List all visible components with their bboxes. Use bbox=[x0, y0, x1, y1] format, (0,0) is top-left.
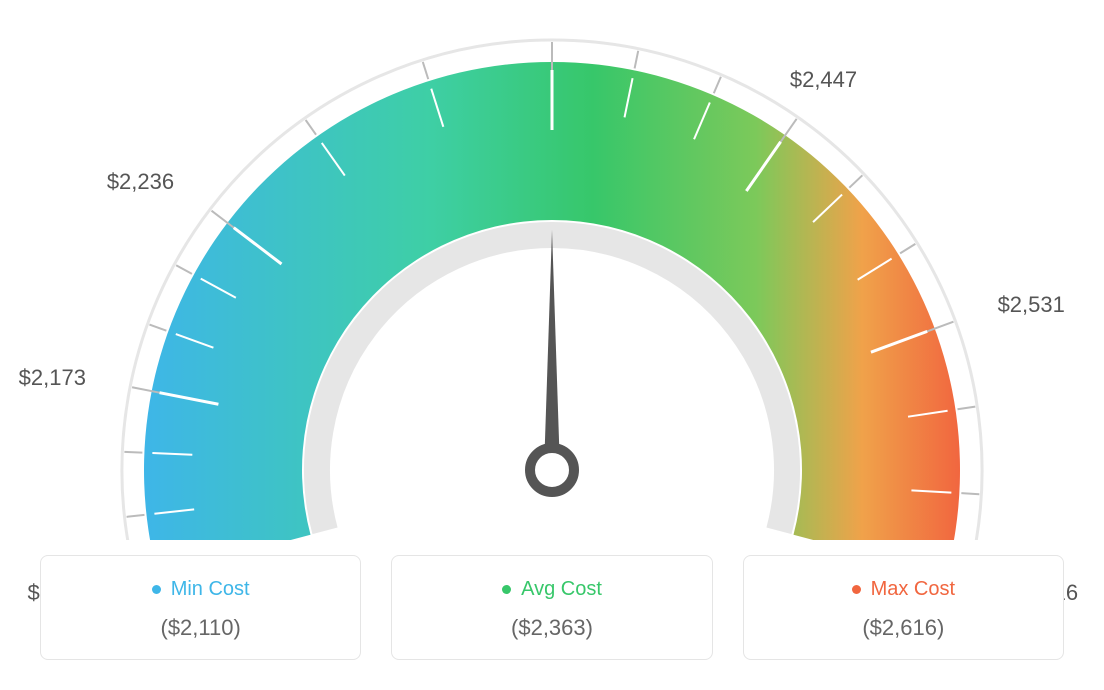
avg-title-text: Avg Cost bbox=[521, 578, 602, 601]
summary-cards: Min Cost ($2,110) Avg Cost ($2,363) Max … bbox=[40, 555, 1064, 660]
min-title-text: Min Cost bbox=[171, 578, 250, 601]
avg-dot-icon bbox=[502, 585, 511, 594]
gauge-tick-label: $2,173 bbox=[19, 365, 86, 391]
max-title-text: Max Cost bbox=[871, 578, 955, 601]
min-dot-icon bbox=[152, 585, 161, 594]
max-cost-title: Max Cost bbox=[852, 578, 955, 601]
min-cost-card: Min Cost ($2,110) bbox=[40, 555, 361, 660]
gauge-tick-label: $2,447 bbox=[790, 67, 857, 93]
gauge-svg bbox=[82, 20, 1022, 540]
max-cost-card: Max Cost ($2,616) bbox=[743, 555, 1064, 660]
avg-cost-value: ($2,363) bbox=[402, 615, 701, 641]
gauge-tick-label: $2,531 bbox=[998, 292, 1065, 318]
max-dot-icon bbox=[852, 585, 861, 594]
min-cost-value: ($2,110) bbox=[51, 615, 350, 641]
gauge-tick-label: $2,236 bbox=[107, 169, 174, 195]
max-cost-value: ($2,616) bbox=[754, 615, 1053, 641]
min-cost-title: Min Cost bbox=[152, 578, 250, 601]
avg-cost-title: Avg Cost bbox=[502, 578, 602, 601]
avg-cost-card: Avg Cost ($2,363) bbox=[391, 555, 712, 660]
gauge-chart: $2,110$2,173$2,236$2,363$2,447$2,531$2,6… bbox=[0, 0, 1104, 540]
